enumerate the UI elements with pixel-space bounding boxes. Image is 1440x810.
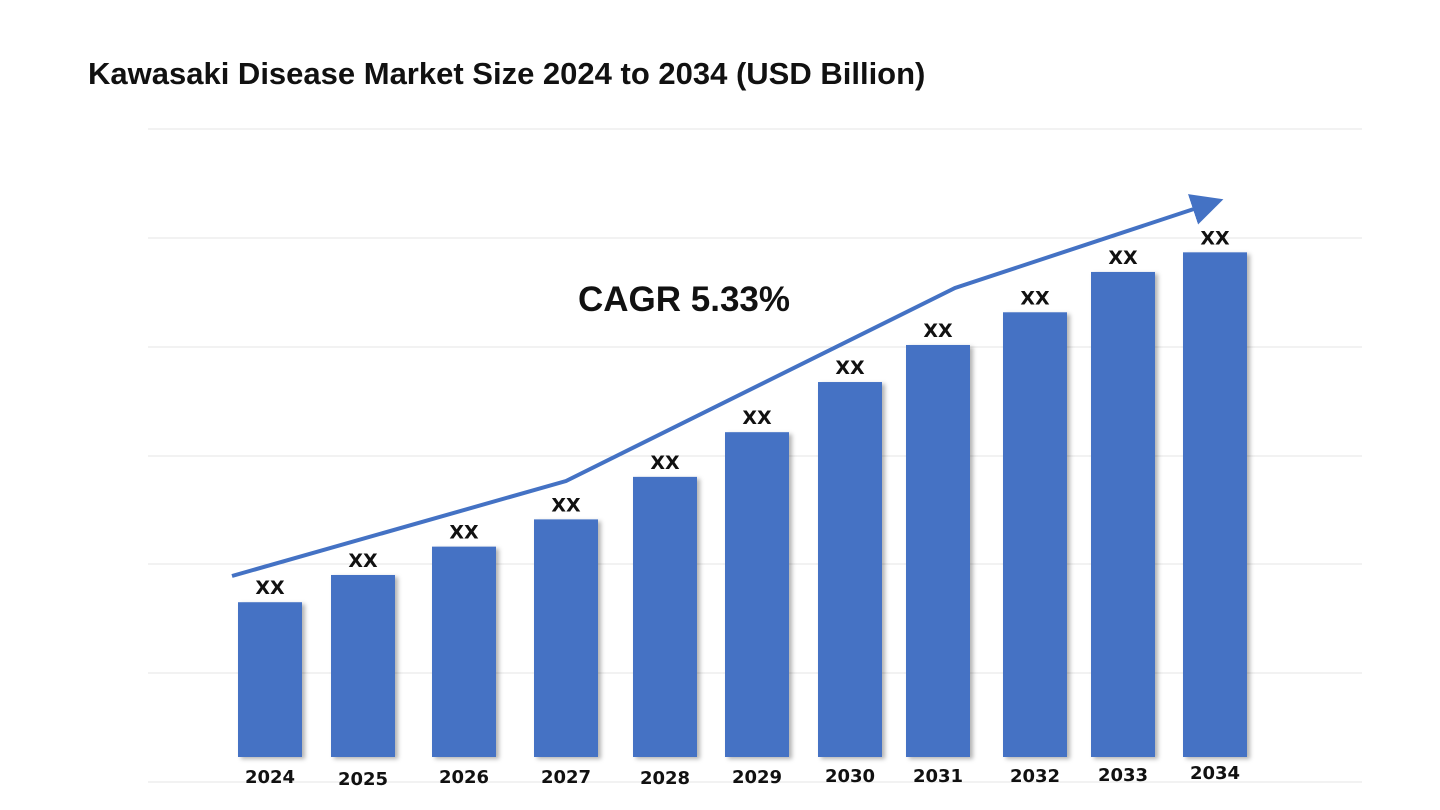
x-tick-label: 2032 bbox=[1010, 766, 1060, 787]
x-tick-label: 2026 bbox=[439, 767, 489, 788]
bar-2025 bbox=[331, 574, 395, 757]
bar-2026 bbox=[432, 546, 496, 757]
bar-2030 bbox=[818, 382, 882, 757]
x-tick-label: 2031 bbox=[913, 766, 963, 787]
bar-2029 bbox=[725, 432, 789, 757]
chart-title: Kawasaki Disease Market Size 2024 to 203… bbox=[88, 56, 926, 91]
bar-2034 bbox=[1183, 252, 1247, 757]
data-label: XX bbox=[835, 357, 865, 379]
bar-2024 bbox=[238, 602, 302, 757]
bar-2028 bbox=[633, 476, 697, 757]
data-label: XX bbox=[650, 452, 680, 474]
data-label: XX bbox=[255, 577, 285, 599]
data-label: XX bbox=[551, 494, 581, 516]
x-tick-label: 2030 bbox=[825, 766, 875, 787]
x-tick-label: 2028 bbox=[640, 768, 690, 789]
data-label: XX bbox=[348, 550, 378, 572]
data-label: XX bbox=[923, 320, 953, 342]
data-label: XX bbox=[742, 407, 772, 429]
x-tick-label: 2033 bbox=[1098, 765, 1148, 786]
data-label: XX bbox=[449, 522, 479, 544]
cagr-annotation: CAGR 5.33% bbox=[578, 280, 790, 319]
x-tick-label: 2029 bbox=[732, 767, 782, 788]
bar-2027 bbox=[534, 519, 598, 757]
x-tick-label: 2025 bbox=[338, 769, 388, 790]
bar-2031 bbox=[906, 344, 970, 757]
data-label: XX bbox=[1200, 227, 1230, 249]
data-label: XX bbox=[1108, 247, 1138, 269]
x-tick-label: 2024 bbox=[245, 767, 295, 788]
bar-2033 bbox=[1091, 271, 1155, 757]
growth-arrow bbox=[231, 194, 1224, 578]
x-tick-label: 2027 bbox=[541, 767, 591, 788]
data-label: XX bbox=[1020, 287, 1050, 309]
bar-2032 bbox=[1003, 312, 1067, 757]
x-tick-label: 2034 bbox=[1190, 763, 1240, 784]
